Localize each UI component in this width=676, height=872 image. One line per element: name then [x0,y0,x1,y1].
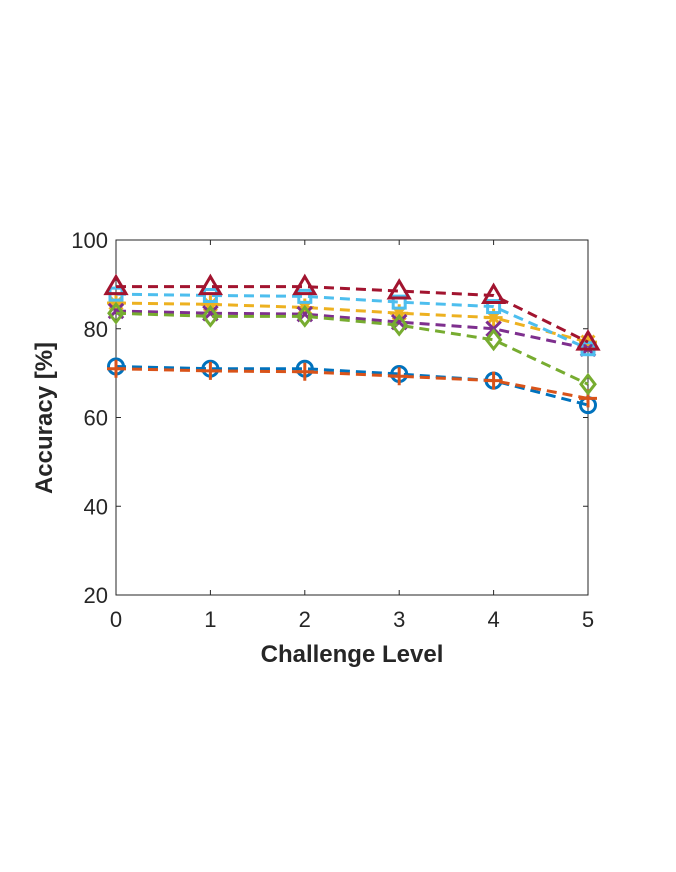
marker-square [297,288,313,304]
x-tick-label: 0 [110,607,122,632]
marker-triangle [575,329,601,351]
x-tick-label: 3 [393,607,405,632]
marker-diamond [107,301,125,325]
marker-triangle [103,273,129,296]
marker-diamond [201,304,220,328]
x-axis-label: Challenge Level [261,641,444,668]
marker-diamond [579,372,597,396]
y-tick-label: 60 [84,406,108,431]
marker-diamond [484,328,503,352]
marker-plus [390,367,409,386]
marker-square [391,294,407,310]
y-tick-label: 20 [84,583,108,608]
y-axis-label: Accuracy [%] [31,342,58,494]
marker-triangle [197,273,224,296]
marker-triangle [386,278,412,300]
marker-asterisk [390,304,409,323]
marker-diamond [390,313,409,337]
x-tick-label: 2 [299,607,311,632]
series-7 [103,273,601,351]
marker-plus [107,359,125,378]
series-5 [107,301,597,396]
marker-triangle [292,273,318,296]
x-tick-label: 1 [204,607,216,632]
y-tick-label: 80 [84,317,108,342]
x-tick-label: 4 [487,607,499,632]
marker-triangle [480,282,507,304]
series-2 [107,359,597,408]
x-tick-labels: 0 1 2 3 4 5 [110,240,594,632]
marker-square [202,287,218,303]
plot-area [115,239,589,596]
marker-plus [484,371,503,390]
series-line [115,367,589,400]
y-tick-label: 40 [84,494,108,519]
marker-asterisk [201,295,220,314]
x-tick-label: 5 [582,607,594,632]
marker-plus [295,362,314,381]
marker-diamond [295,304,314,328]
y-tick-labels: 20 40 60 80 100 [71,228,588,608]
marker-asterisk [484,308,503,327]
marker-plus [201,361,220,380]
y-tick-label: 100 [71,228,108,253]
marker-square [486,299,502,315]
series-layer [103,273,601,415]
